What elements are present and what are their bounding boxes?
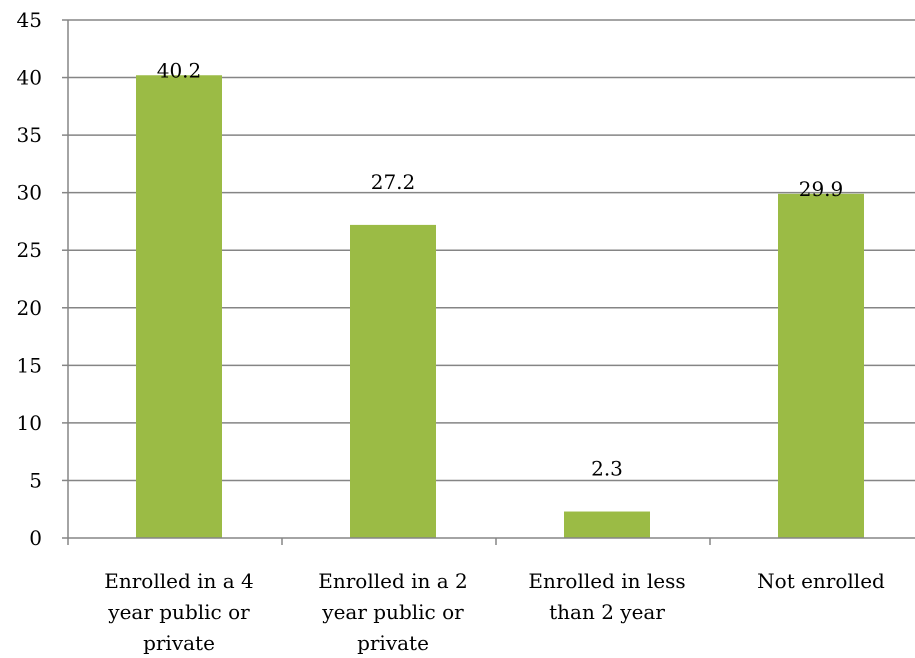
y-tick-label: 45 xyxy=(17,8,42,32)
x-category-label: than 2 year xyxy=(549,600,665,624)
y-tick-label: 10 xyxy=(17,411,42,435)
bars xyxy=(136,75,864,539)
x-category-label: year public or xyxy=(107,600,250,624)
bar xyxy=(350,224,436,539)
data-label: 2.3 xyxy=(591,457,623,481)
y-tick-label: 5 xyxy=(29,468,42,492)
y-tick-labels: 0 5 10 15 20 25 30 35 40 45 xyxy=(17,8,42,550)
bar xyxy=(778,193,864,538)
data-label: 40.2 xyxy=(157,58,202,82)
x-category-labels: Enrolled in a 4 year public or private Enro… xyxy=(104,569,885,655)
data-labels: 40.2 27.2 2.3 29.9 xyxy=(157,58,844,480)
x-category-label: private xyxy=(357,631,429,655)
y-tick-label: 20 xyxy=(17,296,42,320)
x-category-label: year public or xyxy=(321,600,464,624)
bar xyxy=(136,75,222,539)
y-tick-label: 0 xyxy=(29,526,42,550)
y-tick-label: 35 xyxy=(17,123,42,147)
axes xyxy=(62,19,915,545)
y-tick-label: 40 xyxy=(17,66,42,90)
data-label: 27.2 xyxy=(371,170,416,194)
x-category-label: Enrolled in a 4 xyxy=(104,569,254,593)
x-category-label: private xyxy=(143,631,215,655)
y-tick-label: 30 xyxy=(17,181,42,205)
data-label: 29.9 xyxy=(799,177,844,201)
bar xyxy=(564,511,650,538)
x-category-label: Not enrolled xyxy=(757,569,885,593)
y-tick-label: 25 xyxy=(17,238,42,262)
y-tick-label: 15 xyxy=(17,353,42,377)
x-category-label: Enrolled in a 2 xyxy=(318,569,468,593)
x-category-label: Enrolled in less xyxy=(528,569,685,593)
